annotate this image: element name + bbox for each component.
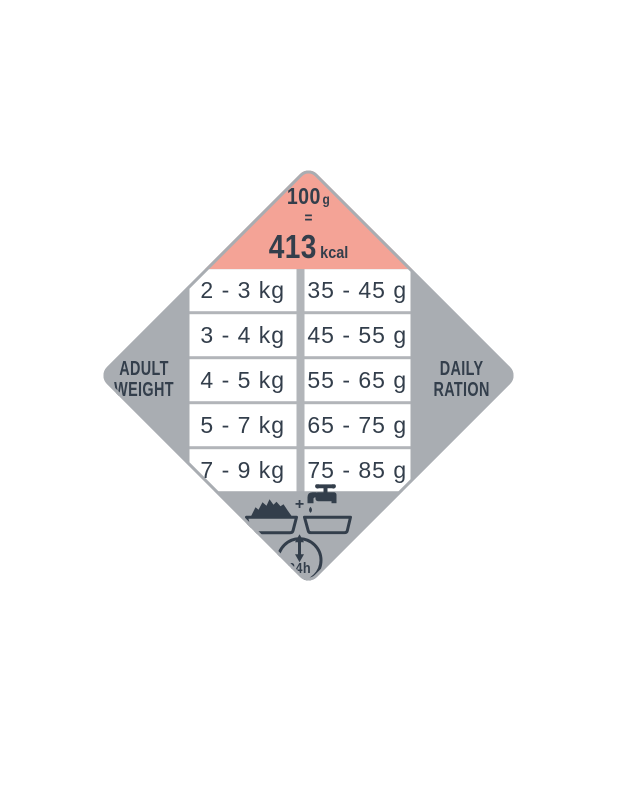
kcal-value: 413 (268, 227, 317, 265)
diamond-content: 100 g = 413 kcal ADULT WEIGHT DAILY RATION (98, 165, 519, 586)
daily-ration-line2: RATION (433, 378, 490, 401)
adult-weight-line1: ADULT (119, 357, 169, 380)
energy-amount-unit: g (322, 190, 331, 207)
energy-amount: 100 (286, 182, 321, 209)
daily-ration-line1: DAILY (439, 357, 484, 380)
table-cell-weight: 7 - 9 kg (189, 448, 296, 491)
table-cell-weight: 2 - 3 kg (189, 268, 296, 311)
energy-amount-line: 100 g (130, 182, 487, 209)
kcal-unit: kcal (320, 242, 349, 262)
24h-label: 24h (287, 559, 312, 577)
adult-weight-label: ADULT WEIGHT (99, 269, 190, 491)
table-cell-ration: 35 - 45 g (304, 268, 411, 311)
daily-ration-label: DAILY RATION (411, 269, 513, 491)
table-cell-ration: 55 - 65 g (304, 358, 411, 401)
table-cell-ration: 45 - 55 g (304, 313, 411, 356)
table-cell-ration: 65 - 75 g (304, 403, 411, 446)
table-cell-weight: 4 - 5 kg (189, 358, 296, 401)
energy-header: 100 g = 413 kcal (130, 182, 487, 265)
water-tap-icon (303, 483, 352, 534)
energy-kcal-line: 413 kcal (130, 227, 487, 265)
adult-weight-line2: WEIGHT (114, 378, 174, 401)
table-cell-weight: 5 - 7 kg (189, 403, 296, 446)
table-cell-weight: 3 - 4 kg (189, 313, 296, 356)
equals-sign: = (304, 209, 313, 227)
ration-table: 2 - 3 kg 35 - 45 g 3 - 4 kg 45 - 55 g 4 … (189, 268, 411, 491)
diamond-background: 100 g = 413 kcal ADULT WEIGHT DAILY RATION (98, 165, 519, 586)
